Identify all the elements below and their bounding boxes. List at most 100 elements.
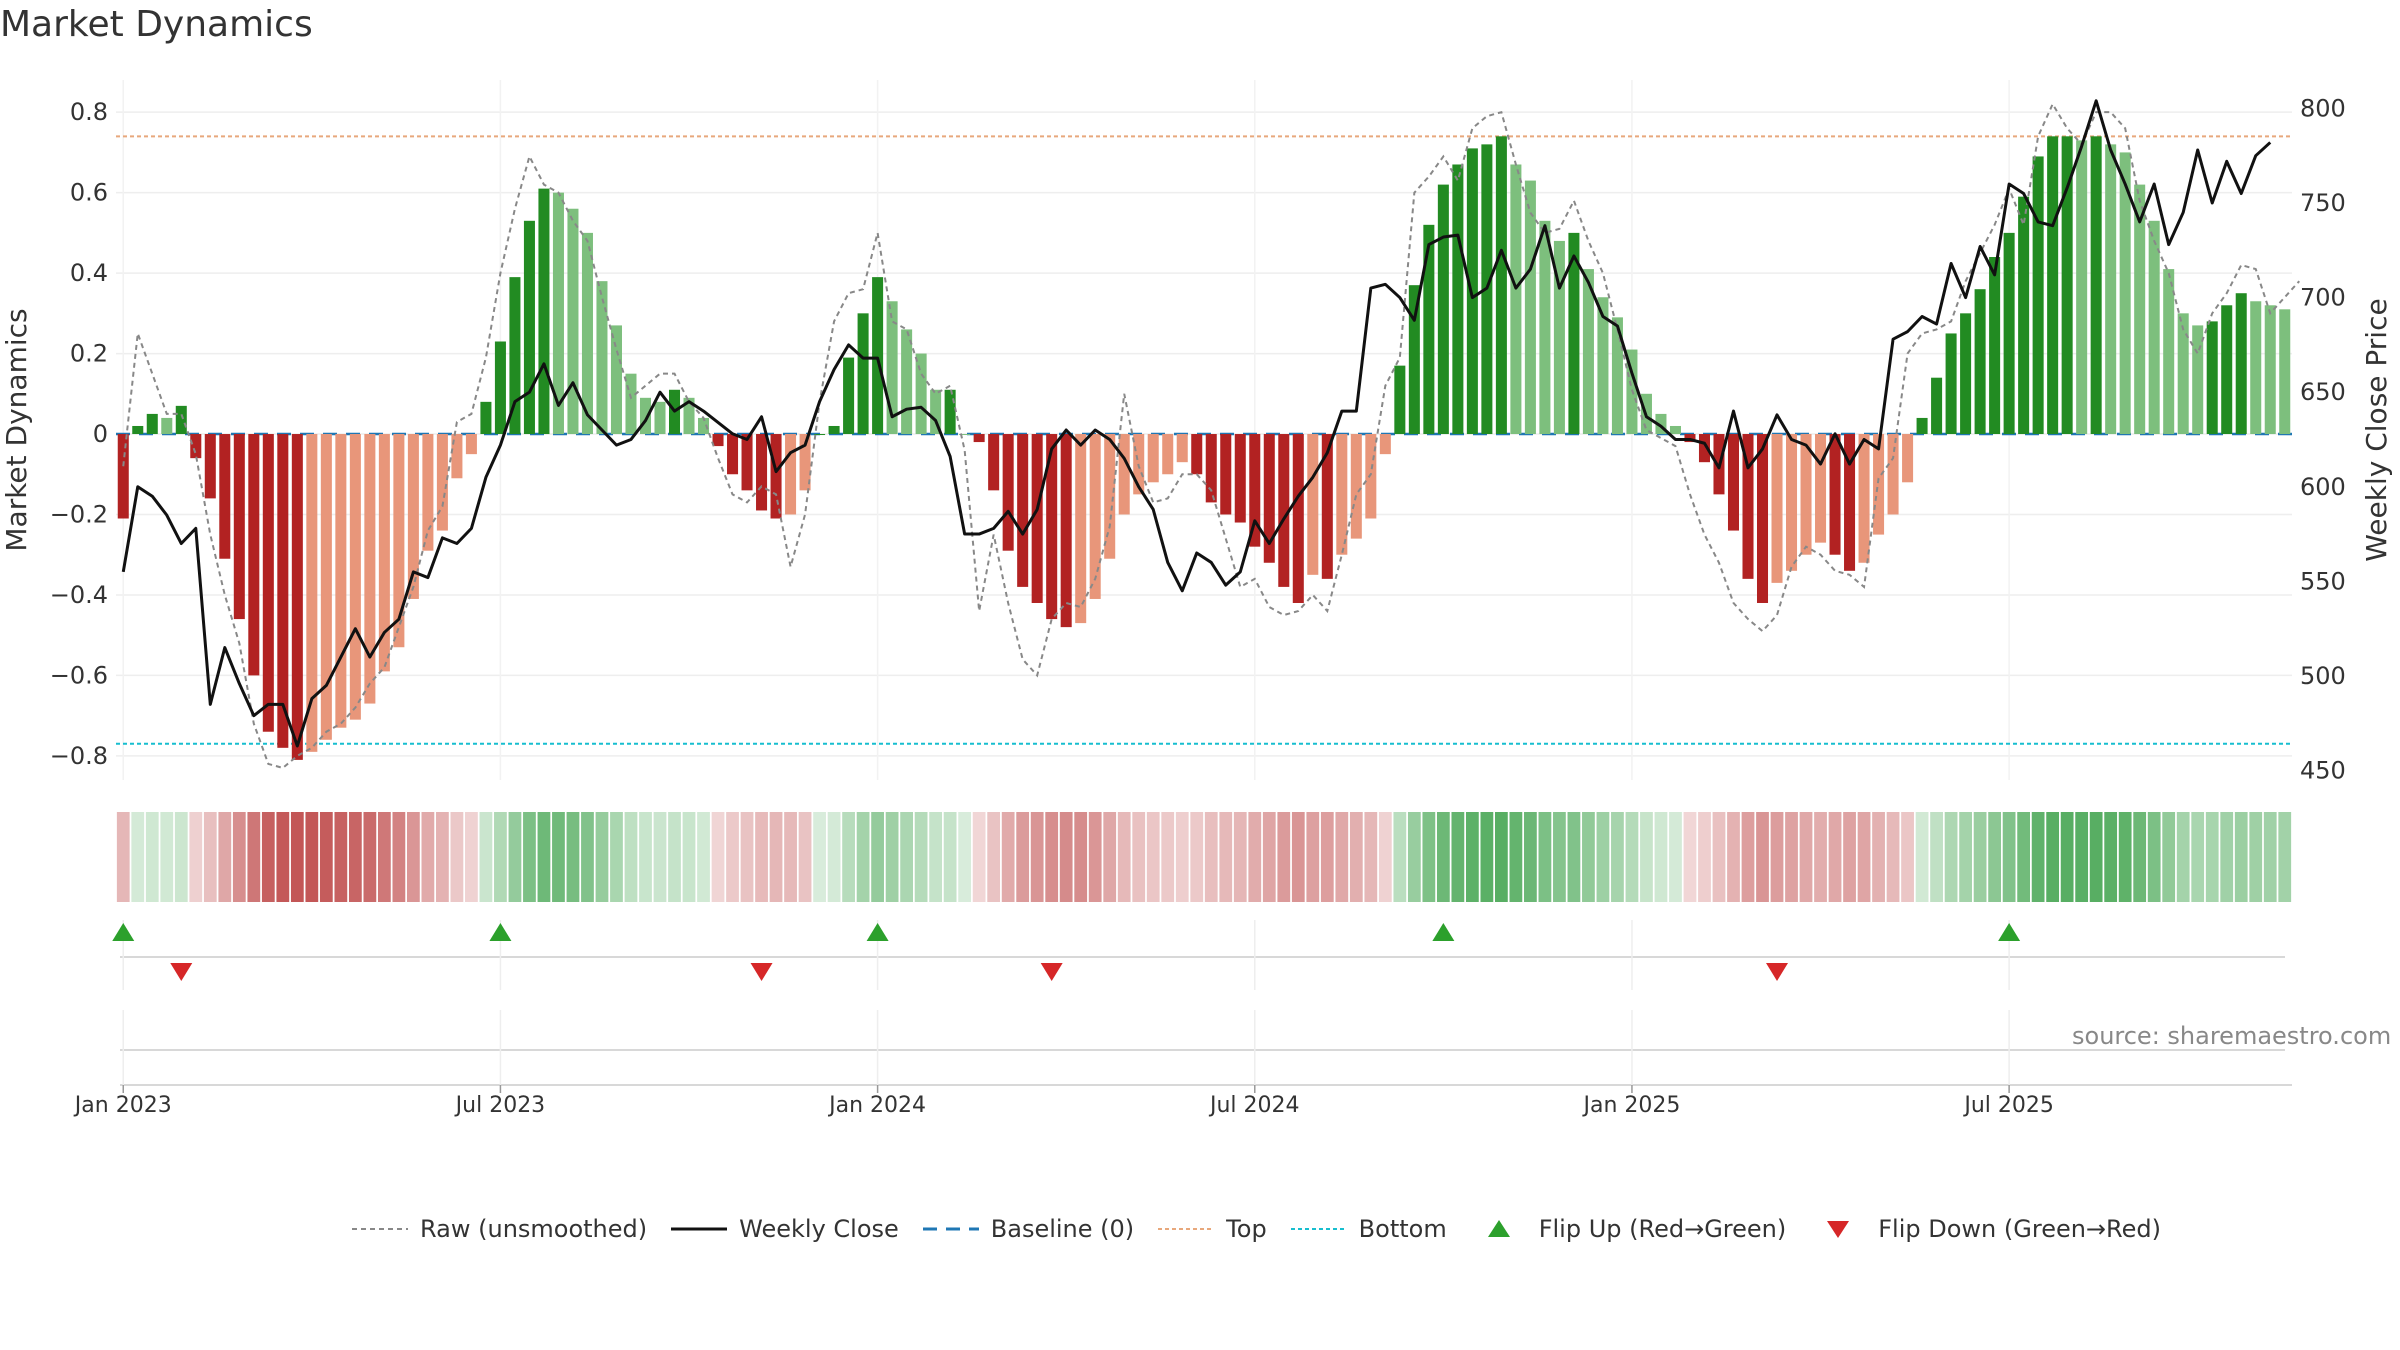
- dynamics-bar: [306, 434, 318, 752]
- x-axis-ticks: Jan 2023 Jul 2023 Jan 2024 Jul 2024 Jan 2025…: [73, 1085, 2054, 1118]
- dynamics-bar: [552, 192, 564, 435]
- legend-item-close: Weekly Close: [669, 1215, 899, 1243]
- raw-line-swatch-icon: [352, 1228, 408, 1230]
- heatmap-cell: [218, 812, 232, 902]
- bottom-line-swatch-icon: [1290, 1228, 1347, 1230]
- legend-item-top: Top: [1156, 1215, 1267, 1243]
- heatmap-cell: [2046, 812, 2060, 902]
- dynamics-bar: [117, 434, 129, 519]
- heatmap-cell: [1335, 812, 1349, 902]
- heatmap-cell: [1901, 812, 1914, 902]
- dynamics-bar: [1960, 313, 1972, 435]
- dynamics-bar: [1147, 434, 1159, 483]
- heatmap-cell: [885, 812, 899, 902]
- heatmap-cell: [2205, 812, 2219, 902]
- heatmap-cell: [523, 812, 536, 902]
- dynamics-bar: [1321, 434, 1333, 579]
- legend-label-bottom: Bottom: [1358, 1215, 1447, 1243]
- dynamics-bar: [944, 389, 956, 435]
- dynamics-bar: [436, 434, 448, 531]
- dynamics-bar: [1815, 434, 1827, 543]
- dynamics-bar: [915, 353, 927, 435]
- heatmap-cell: [2263, 812, 2277, 902]
- dynamics-bar: [1858, 434, 1870, 563]
- heatmap-cell: [595, 812, 609, 902]
- heatmap-cell: [290, 812, 304, 902]
- legend: Raw (unsmoothed) Weekly Close Baseline (…: [350, 1215, 2183, 1243]
- dynamics-bar: [248, 434, 260, 676]
- dynamics-bar: [277, 434, 289, 748]
- heatmap-cell: [1074, 812, 1088, 902]
- dynamics-bar: [1786, 434, 1798, 571]
- dynamics-bar: [727, 434, 739, 475]
- y2-tick-label: 750: [2300, 189, 2346, 217]
- heatmap-cell: [1480, 812, 1494, 902]
- weekly-close-line: [121, 99, 2272, 748]
- reference-lines: [116, 135, 2292, 745]
- dynamics-bar: [1118, 434, 1130, 515]
- dynamics-bar: [1582, 269, 1594, 435]
- dynamics-bar: [1887, 434, 1899, 515]
- heatmap-cell: [348, 812, 362, 902]
- heatmap-cell: [581, 812, 594, 902]
- heatmap-cell: [1727, 812, 1740, 902]
- heatmap-cell: [2089, 812, 2103, 902]
- heatmap-cell: [1973, 812, 1987, 902]
- dynamics-bar: [1437, 184, 1449, 435]
- heatmap-cell: [1843, 812, 1856, 902]
- dynamics-bar: [2177, 313, 2189, 435]
- dynamics-bar: [349, 434, 361, 720]
- dynamics-bar: [1495, 136, 1507, 435]
- y-axis-title: Market Dynamics: [0, 308, 33, 551]
- heatmap-cell: [2234, 812, 2248, 902]
- heatmap-cell: [1349, 812, 1363, 902]
- y2-tick-label: 550: [2300, 567, 2346, 595]
- dynamics-bar: [2119, 152, 2131, 435]
- heatmap-cell: [2017, 812, 2031, 902]
- heatmap-cell: [305, 812, 319, 902]
- dynamics-bar: [872, 277, 884, 435]
- heatmap-cell: [261, 812, 275, 902]
- heatmap-cell: [116, 812, 130, 902]
- x-tick-label: Jul 2023: [454, 1093, 546, 1118]
- heatmap-cell: [2162, 812, 2176, 902]
- top-line-swatch-icon: [1158, 1228, 1215, 1230]
- heatmap-cell: [1712, 812, 1726, 902]
- heatmap-cell: [363, 812, 377, 902]
- y2-axis-title: Weekly Close Price: [2360, 298, 2393, 561]
- dynamics-bar: [422, 434, 434, 551]
- y2-tick-label: 600: [2300, 473, 2346, 501]
- x-tick-label: Jan 2024: [827, 1093, 926, 1118]
- dynamics-bar: [175, 405, 187, 435]
- dynamics-bars: [117, 136, 2291, 760]
- heatmap-cell: [1915, 812, 1929, 902]
- heatmap-cell: [537, 812, 551, 902]
- dynamics-bar: [1046, 434, 1058, 620]
- heatmap-cell: [1407, 812, 1421, 902]
- heatmap-cell: [2176, 812, 2190, 902]
- dynamics-bar: [1307, 434, 1319, 575]
- dynamics-bar: [1017, 434, 1029, 587]
- heatmap-cell: [914, 812, 928, 902]
- dynamics-bar: [741, 434, 753, 491]
- dynamics-bar: [814, 434, 826, 436]
- heatmap-cell: [1045, 812, 1059, 902]
- dynamics-bar: [364, 434, 376, 704]
- heatmap-cell: [1422, 812, 1436, 902]
- heatmap-cell: [1393, 812, 1407, 902]
- dynamics-bar: [1031, 434, 1043, 603]
- heatmap-cell: [639, 812, 652, 902]
- heatmap-cell: [1233, 812, 1247, 902]
- heatmap-cell: [2147, 812, 2161, 902]
- dynamics-bar: [1292, 434, 1304, 603]
- dynamics-bar: [901, 329, 913, 435]
- dynamics-bar: [204, 434, 216, 499]
- heatmap-cell: [1524, 812, 1537, 902]
- y2-tick-label: 800: [2300, 94, 2346, 122]
- dynamics-bar: [146, 413, 158, 435]
- y-tick-label: 0.4: [70, 259, 108, 287]
- heatmap-cell: [1509, 812, 1523, 902]
- heatmap-cell: [232, 812, 246, 902]
- dynamics-bar: [2047, 136, 2059, 435]
- heatmap-cell: [334, 812, 348, 902]
